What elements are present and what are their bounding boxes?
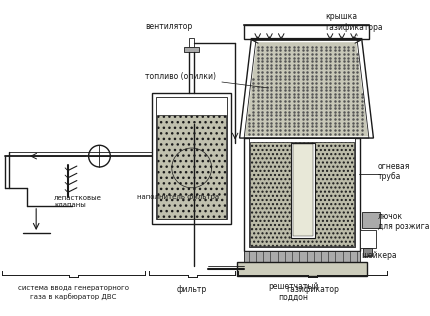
Text: фильтр: фильтр: [177, 285, 207, 295]
Bar: [244, 251, 360, 262]
Bar: [157, 114, 226, 219]
Bar: [189, 38, 194, 47]
Text: шейкера: шейкера: [362, 251, 397, 260]
Text: топливо (опилки): топливо (опилки): [145, 72, 268, 88]
Text: газификатор: газификатор: [286, 285, 339, 295]
Bar: [360, 230, 376, 248]
Text: лепастковые
клапаны: лепастковые клапаны: [54, 195, 102, 208]
Bar: [244, 138, 360, 251]
Bar: [249, 142, 354, 246]
Bar: [362, 248, 372, 256]
Bar: [237, 262, 367, 276]
Bar: [362, 212, 380, 228]
Text: крышка
газификатора: крышка газификатора: [326, 12, 383, 36]
Bar: [152, 93, 231, 224]
Bar: [293, 144, 313, 236]
Bar: [157, 97, 227, 219]
Text: решетчатый
поддон: решетчатый поддон: [268, 282, 318, 301]
Bar: [184, 47, 199, 52]
Text: наполнитель фильтра: наполнитель фильтра: [137, 194, 219, 200]
Bar: [244, 25, 369, 39]
Polygon shape: [245, 42, 368, 136]
Text: огневая
труба: огневая труба: [378, 162, 410, 181]
Text: вентилятор: вентилятор: [145, 22, 193, 31]
Bar: [291, 143, 315, 238]
Text: лючок
для розжига: лючок для розжига: [378, 211, 430, 231]
Text: система ввода генераторного
газа в карбюратор ДВС: система ввода генераторного газа в карбю…: [18, 285, 129, 300]
Bar: [249, 138, 355, 246]
